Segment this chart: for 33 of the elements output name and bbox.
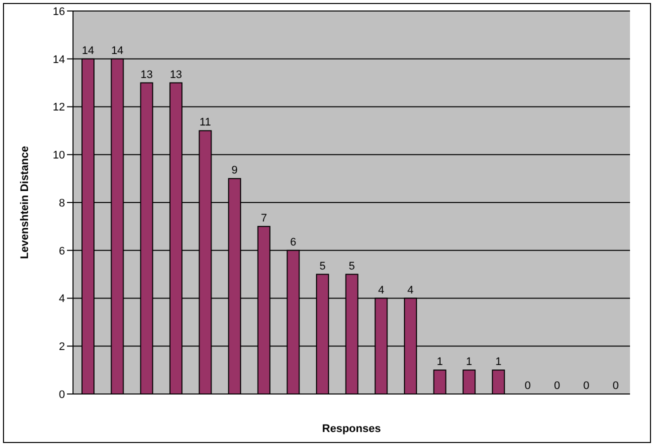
data-label: 14 <box>111 44 124 57</box>
data-label: 11 <box>200 116 211 129</box>
y-tick-label: 14 <box>52 54 65 66</box>
data-label: 4 <box>378 284 384 296</box>
x-axis-title: Responses <box>322 423 381 435</box>
data-label: 13 <box>140 68 153 81</box>
data-label: 0 <box>554 380 560 392</box>
data-label: 6 <box>290 236 296 248</box>
data-label: 5 <box>348 260 355 272</box>
bar <box>462 370 476 394</box>
data-label: 13 <box>170 68 182 81</box>
data-label: 5 <box>319 260 326 272</box>
y-tick-label: 10 <box>52 150 65 162</box>
data-label: 7 <box>260 212 267 224</box>
data-label: 9 <box>232 164 238 177</box>
data-label: 0 <box>583 380 590 392</box>
bar <box>492 370 505 394</box>
y-tick-label: 16 <box>52 6 65 18</box>
data-label: 0 <box>524 380 531 392</box>
data-label: 14 <box>82 44 94 57</box>
data-label: 1 <box>495 356 502 368</box>
data-label: 1 <box>436 356 443 368</box>
y-tick-label: 2 <box>58 341 65 354</box>
data-label: 0 <box>612 380 619 392</box>
bar <box>433 370 446 394</box>
y-tick-label: 0 <box>58 388 65 401</box>
y-axis-title: Levenshtein Distance <box>18 146 31 260</box>
y-tick-label: 6 <box>58 245 65 258</box>
y-tick-label: 4 <box>58 293 65 306</box>
y-tick-label: 8 <box>58 197 65 210</box>
data-label: 4 <box>407 284 414 296</box>
data-label: 1 <box>466 356 472 368</box>
y-tick-label: 12 <box>52 102 65 114</box>
